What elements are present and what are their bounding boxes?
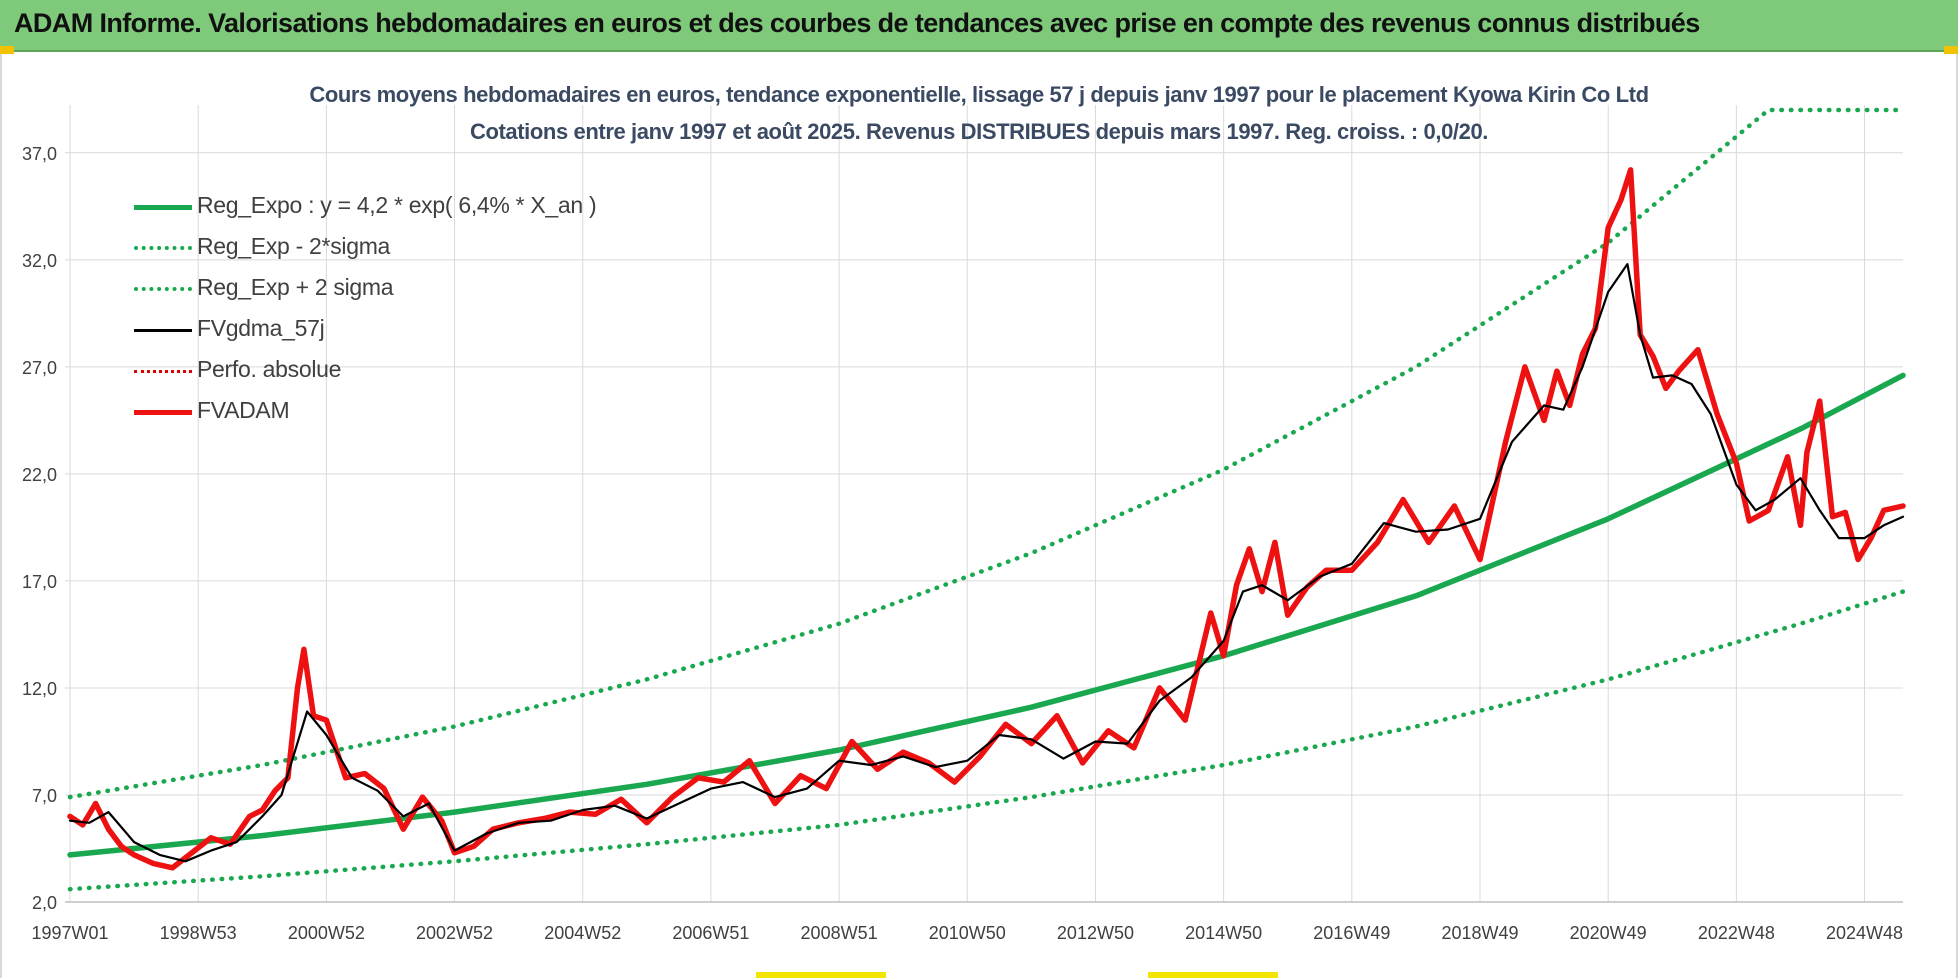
series-line-0 — [67, 372, 1906, 858]
y-tick-label: 12,0 — [22, 679, 57, 699]
corner-marker-left — [0, 46, 14, 54]
x-tick-label: 2006W51 — [672, 923, 749, 943]
x-axis-ticks: 1997W01 1998W53 2000W52 2002W52 2004W52 2006W… — [31, 923, 1903, 943]
y-tick-label: 37,0 — [22, 144, 57, 164]
y-tick-label: 7,0 — [32, 786, 57, 806]
y-tick-label: 17,0 — [22, 572, 57, 592]
legend-swatch-fvgdma — [134, 329, 192, 332]
scroll-marker-left — [756, 972, 886, 978]
legend-swatch-reg-plus-sigma — [134, 287, 192, 291]
report-banner: ADAM Informe. Valorisations hebdomadaire… — [0, 0, 1958, 52]
x-tick-label: 2004W52 — [544, 923, 621, 943]
chart-subtitle: Cotations entre janv 1997 et août 2025. … — [469, 119, 1489, 144]
legend-swatch-perfo — [134, 370, 192, 373]
x-tick-label: 2000W52 — [288, 923, 365, 943]
x-tick-label: 1997W01 — [31, 923, 108, 943]
legend-label-reg-minus-sigma: Reg_Exp - 2*sigma — [197, 233, 391, 259]
report-title: ADAM Informe. Valorisations hebdomadaire… — [14, 8, 1700, 38]
x-tick-label: 2012W50 — [1057, 923, 1134, 943]
corner-marker-right — [1944, 46, 1958, 54]
y-tick-label: 27,0 — [22, 358, 57, 378]
series-line-3 — [68, 263, 1905, 863]
legend-label-fvgdma: FVgdma_57j — [197, 315, 325, 341]
x-tick-label: 2010W50 — [929, 923, 1006, 943]
legend-swatch-reg-minus-sigma — [134, 246, 192, 250]
y-tick-label: 22,0 — [22, 465, 57, 485]
x-tick-label: 2018W49 — [1441, 923, 1518, 943]
legend-label-perfo: Perfo. absolue — [197, 356, 342, 382]
y-tick-label: 2,0 — [32, 893, 57, 913]
x-tick-label: 2008W51 — [801, 923, 878, 943]
chart-title: Cours moyens hebdomadaires en euros, ten… — [309, 82, 1649, 107]
legend-swatch-reg-expo — [134, 205, 192, 210]
x-tick-label: 1998W53 — [160, 923, 237, 943]
x-tick-label: 2014W50 — [1185, 923, 1262, 943]
legend-label-reg-plus-sigma: Reg_Exp + 2 sigma — [197, 274, 394, 300]
x-tick-label: 2022W48 — [1698, 923, 1775, 943]
legend-label-fvadam: FVADAM — [197, 397, 290, 423]
legend-label-reg-expo: Reg_Expo : y = 4,2 * exp( 6,4% * X_an ) — [197, 192, 597, 218]
chart-frame — [0, 54, 1958, 978]
y-tick-label: 32,0 — [22, 251, 57, 271]
x-tick-label: 2016W49 — [1313, 923, 1390, 943]
y-axis-ticks: 2,0 7,0 12,0 17,0 22,0 27,0 32,0 37,0 — [22, 144, 57, 913]
series-line-1 — [67, 589, 1906, 892]
series-lines — [67, 107, 1906, 892]
x-tick-label: 2024W48 — [1826, 923, 1903, 943]
gridlines — [65, 105, 1903, 903]
x-tick-label: 2002W52 — [416, 923, 493, 943]
legend-swatch-fvadam — [134, 410, 192, 415]
scroll-marker-right — [1148, 972, 1278, 978]
x-tick-label: 2020W49 — [1570, 923, 1647, 943]
series-line-2 — [67, 107, 1906, 800]
